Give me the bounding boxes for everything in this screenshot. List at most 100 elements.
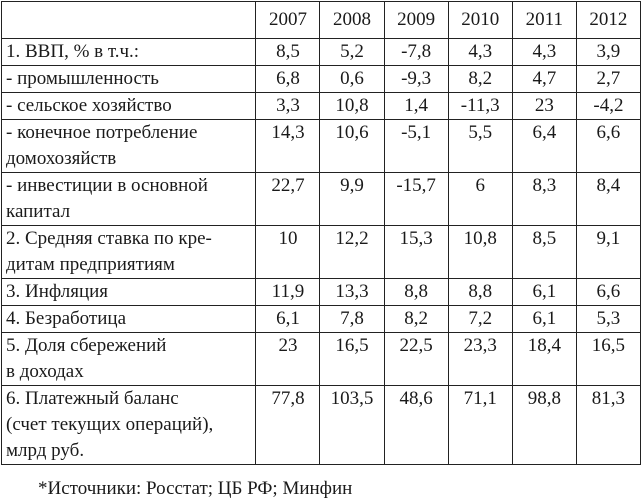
value-cell: 4,7 bbox=[511, 65, 577, 93]
label-line: - сельское хозяйство bbox=[6, 95, 172, 116]
table-row: 1. ВВП, % в т.ч.: 8,5 5,2 -7,8 4,3 4,3 3,9 bbox=[0, 38, 642, 66]
label-line: капитал bbox=[6, 201, 71, 222]
value-cell: 23 bbox=[255, 332, 321, 386]
value-cell: 22,5 bbox=[383, 332, 449, 386]
year-header: 2008 bbox=[319, 1, 385, 39]
value-cell: 6 bbox=[447, 172, 513, 226]
value-cell: 5,2 bbox=[319, 38, 385, 66]
row-label: 1. ВВП, % в т.ч.: bbox=[0, 38, 257, 66]
value-cell: 6,4 bbox=[511, 119, 577, 173]
value-cell: 8,5 bbox=[255, 38, 321, 66]
value-cell: 6,6 bbox=[575, 278, 642, 306]
value-cell: 16,5 bbox=[319, 332, 385, 386]
value-cell: -15,7 bbox=[383, 172, 449, 226]
value-cell: 1,4 bbox=[383, 92, 449, 120]
value-cell: 98,8 bbox=[511, 385, 577, 465]
label-line: (счет текущих операций), bbox=[6, 414, 214, 435]
value-cell: -4,2 bbox=[575, 92, 642, 120]
row-label: - инвестиции в основной капитал bbox=[0, 172, 257, 226]
row-label: 4. Безработица bbox=[0, 305, 257, 333]
value-cell: 0,6 bbox=[319, 65, 385, 93]
value-cell: 18,4 bbox=[511, 332, 577, 386]
header-cell bbox=[0, 1, 257, 39]
year-header: 2007 bbox=[255, 1, 321, 39]
row-label: - конечное потребление домохозяйств bbox=[0, 119, 257, 173]
table-row: 4. Безработица 6,1 7,8 8,2 7,2 6,1 5,3 bbox=[0, 305, 642, 333]
value-cell: 6,1 bbox=[511, 305, 577, 333]
table-row: 3. Инфляция 11,9 13,3 8,8 8,8 6,1 6,6 bbox=[0, 278, 642, 306]
value-cell: 10,6 bbox=[319, 119, 385, 173]
value-cell: 7,8 bbox=[319, 305, 385, 333]
value-cell: 6,1 bbox=[511, 278, 577, 306]
value-cell: 8,2 bbox=[383, 305, 449, 333]
label-line: в доходах bbox=[6, 361, 84, 382]
value-cell: 16,5 bbox=[575, 332, 642, 386]
value-cell: -11,3 bbox=[447, 92, 513, 120]
value-cell: -5,1 bbox=[383, 119, 449, 173]
value-cell: -7,8 bbox=[383, 38, 449, 66]
value-cell: 4,3 bbox=[511, 38, 577, 66]
value-cell: 23 bbox=[511, 92, 577, 120]
table-row: - конечное потребление домохозяйств 14,3 10… bbox=[0, 119, 642, 173]
value-cell: 8,5 bbox=[511, 225, 577, 279]
year-header: 2011 bbox=[511, 1, 577, 39]
year-header: 2012 bbox=[575, 1, 642, 39]
label-line: 6. Платежный баланс bbox=[6, 388, 179, 409]
value-cell: 5,3 bbox=[575, 305, 642, 333]
year-header: 2010 bbox=[447, 1, 513, 39]
label-line: 2. Средняя ставка по кре- bbox=[6, 228, 212, 249]
value-cell: 77,8 bbox=[255, 385, 321, 465]
row-label: 5. Доля сбережений в доходах bbox=[0, 332, 257, 386]
table-body: 1. ВВП, % в т.ч.: 8,5 5,2 -7,8 4,3 4,3 3,9- пр… bbox=[0, 38, 642, 465]
table-row: 2. Средняя ставка по кре-дитам предприят… bbox=[0, 225, 642, 279]
row-label: 2. Средняя ставка по кре-дитам предприят… bbox=[0, 225, 257, 279]
value-cell: 6,6 bbox=[575, 119, 642, 173]
value-cell: 23,3 bbox=[447, 332, 513, 386]
value-cell: 3,3 bbox=[255, 92, 321, 120]
table-row: 6. Платежный баланс (счет текущих операци… bbox=[0, 385, 642, 465]
value-cell: 22,7 bbox=[255, 172, 321, 226]
label-line: - промышленность bbox=[6, 68, 159, 89]
value-cell: 81,3 bbox=[575, 385, 642, 465]
value-cell: 10,8 bbox=[319, 92, 385, 120]
value-cell: 10,8 bbox=[447, 225, 513, 279]
value-cell: 13,3 bbox=[319, 278, 385, 306]
table-row: - промышленность 6,8 0,6 -9,3 8,2 4,7 2,7 bbox=[0, 65, 642, 93]
label-line: - инвестиции в основной bbox=[6, 175, 208, 196]
value-cell: 9,1 bbox=[575, 225, 642, 279]
row-label: 6. Платежный баланс (счет текущих операци… bbox=[0, 385, 257, 465]
label-line: дитам предприятиям bbox=[6, 254, 175, 275]
value-cell: 14,3 bbox=[255, 119, 321, 173]
label-line: 1. ВВП, % в т.ч.: bbox=[6, 41, 140, 62]
table-row: 5. Доля сбережений в доходах 23 16,5 22,5 23,… bbox=[0, 332, 642, 386]
value-cell: 8,8 bbox=[447, 278, 513, 306]
value-cell: 12,2 bbox=[319, 225, 385, 279]
value-cell: 8,3 bbox=[511, 172, 577, 226]
value-cell: 8,8 bbox=[383, 278, 449, 306]
label-line: 3. Инфляция bbox=[6, 281, 109, 302]
footnote: *Источники: Росстат; ЦБ РФ; Минфин bbox=[38, 478, 353, 499]
value-cell: 15,3 bbox=[383, 225, 449, 279]
value-cell: 8,4 bbox=[575, 172, 642, 226]
value-cell: 8,2 bbox=[447, 65, 513, 93]
value-cell: 11,9 bbox=[255, 278, 321, 306]
row-label: - промышленность bbox=[0, 65, 257, 93]
table-row: - сельское хозяйство 3,3 10,8 1,4 -11,3 23 -4,… bbox=[0, 92, 642, 120]
header-row: 2007 2008 2009 2010 2011 2012 bbox=[0, 1, 642, 39]
value-cell: 48,6 bbox=[383, 385, 449, 465]
value-cell: 71,1 bbox=[447, 385, 513, 465]
value-cell: 103,5 bbox=[319, 385, 385, 465]
row-label: 3. Инфляция bbox=[0, 278, 257, 306]
label-line: млрд руб. bbox=[6, 440, 85, 461]
label-line: домохозяйств bbox=[6, 148, 117, 169]
value-cell: 4,3 bbox=[447, 38, 513, 66]
value-cell: 6,1 bbox=[255, 305, 321, 333]
value-cell: 9,9 bbox=[319, 172, 385, 226]
data-table: 2007 2008 2009 2010 2011 2012 1. ВВП, % в т.ч… bbox=[0, 1, 642, 465]
value-cell: 10 bbox=[255, 225, 321, 279]
label-line: - конечное потребление bbox=[6, 122, 198, 143]
value-cell: 5,5 bbox=[447, 119, 513, 173]
label-line: 5. Доля сбережений bbox=[6, 335, 167, 356]
row-label: - сельское хозяйство bbox=[0, 92, 257, 120]
